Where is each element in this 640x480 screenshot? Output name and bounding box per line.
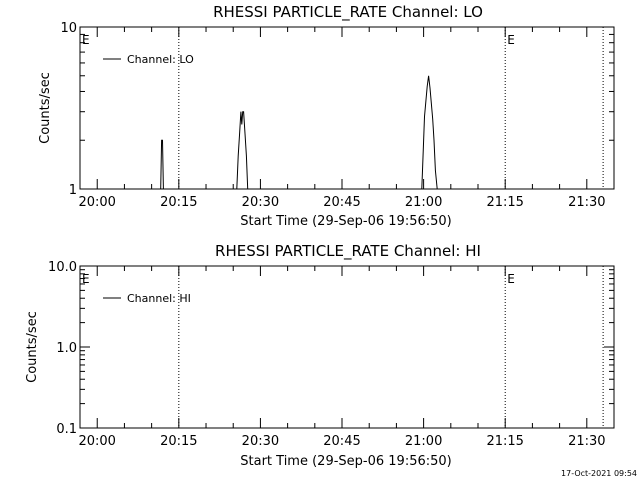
lo-x-tick-label: 20:30 [242, 195, 279, 210]
hi-x-tick-label: 20:30 [242, 434, 279, 449]
lo-x-tick-label: 20:45 [323, 195, 360, 210]
lo-event-flag: E [82, 33, 90, 47]
lo-y-tick-label: 1 [69, 183, 77, 198]
lo-series [80, 75, 604, 190]
lo-y-tick-label: 10 [60, 21, 77, 36]
lo-legend: Channel: LO [103, 53, 194, 66]
hi-y-tick-label: 1.0 [56, 341, 77, 356]
lo-markers [178, 27, 604, 189]
lo-x-tick-label: 20:00 [78, 195, 115, 210]
lo-chart-title: RHESSI PARTICLE_RATE Channel: LO [213, 3, 483, 22]
hi-y-axis: 0.1 1.0 10.0 [48, 260, 614, 437]
hi-markers [178, 266, 604, 428]
footer-timestamp: 17-Oct-2021 09:54 [561, 469, 637, 478]
hi-x-axis-label: Start Time (29-Sep-06 19:56:50) [240, 454, 451, 469]
lo-y-axis-label: Counts/sec [38, 72, 53, 144]
hi-x-tick-label: 20:00 [78, 434, 115, 449]
hi-x-tick-label: 21:00 [405, 434, 442, 449]
lo-series-line [80, 75, 604, 190]
lo-y-axis: 1 10 [60, 21, 614, 198]
hi-y-axis-label: Counts/sec [25, 311, 40, 383]
lo-x-tick-label: 21:30 [568, 195, 605, 210]
lo-x-axis: 20:00 20:15 20:30 20:45 21:00 21:15 21:30 [78, 27, 615, 210]
lo-channel-panel: RHESSI PARTICLE_RATE Channel: LO Start T… [38, 3, 615, 229]
lo-legend-label: Channel: LO [127, 53, 194, 66]
lo-x-axis-label: Start Time (29-Sep-06 19:56:50) [240, 214, 451, 229]
hi-x-tick-label: 20:15 [160, 434, 197, 449]
hi-event-flag: E [82, 272, 90, 286]
hi-y-tick-label: 0.1 [56, 422, 77, 437]
hi-legend-label: Channel: HI [127, 292, 191, 305]
hi-x-tick-label: 20:45 [323, 434, 360, 449]
hi-x-tick-label: 21:15 [486, 434, 523, 449]
hi-event-flag: E [507, 272, 515, 286]
lo-x-tick-label: 21:15 [486, 195, 523, 210]
lo-event-flag: E [507, 33, 515, 47]
hi-channel-panel: RHESSI PARTICLE_RATE Channel: HI Start T… [25, 242, 615, 469]
hi-legend: Channel: HI [103, 292, 191, 305]
hi-y-tick-label: 10.0 [48, 260, 77, 275]
hi-x-axis: 20:00 20:15 20:30 20:45 21:00 21:15 21:30 [78, 266, 615, 449]
hi-x-tick-label: 21:30 [568, 434, 605, 449]
lo-x-tick-label: 21:00 [405, 195, 442, 210]
hi-chart-title: RHESSI PARTICLE_RATE Channel: HI [215, 242, 481, 261]
lo-x-tick-label: 20:15 [160, 195, 197, 210]
